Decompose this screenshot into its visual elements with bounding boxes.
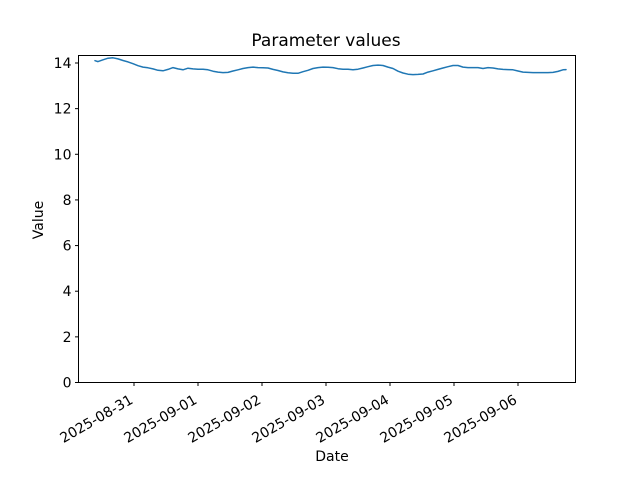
x-axis-label: Date xyxy=(315,449,348,465)
x-tick-label: 2025-09-06 xyxy=(442,392,521,447)
y-tick-label: 8 xyxy=(63,193,72,209)
y-tick-label: 10 xyxy=(54,147,72,163)
y-tick-label: 6 xyxy=(63,239,72,255)
y-tick-label: 0 xyxy=(63,376,72,392)
data-series xyxy=(94,57,567,76)
y-tick-label: 14 xyxy=(54,56,72,72)
parameter-values-line xyxy=(94,57,567,76)
y-axis-ticks: 0 2 4 6 8 10 12 14 xyxy=(54,56,79,392)
plot-area-spines xyxy=(78,55,576,383)
y-tick-label: 4 xyxy=(63,284,72,300)
x-axis-ticks: 2025-08-312025-09-012025-09-022025-09-03… xyxy=(58,382,521,447)
y-axis-label: Value xyxy=(31,201,47,239)
chart-title: Parameter values xyxy=(251,31,400,51)
y-tick-label: 2 xyxy=(63,330,72,346)
y-tick-label: 12 xyxy=(54,102,72,118)
